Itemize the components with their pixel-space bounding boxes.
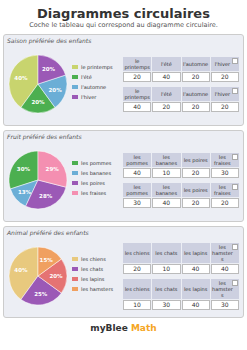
html-text:40: 40 bbox=[191, 300, 200, 308]
html-text:l'été: l'été bbox=[160, 60, 172, 67]
html-text:myBlee Math: myBlee Math bbox=[90, 323, 157, 333]
html-text:les chiens: les chiens bbox=[124, 249, 150, 256]
html-text:40: 40 bbox=[162, 72, 171, 80]
html-text:l'hiver: l'hiver bbox=[214, 60, 231, 67]
html-text:l'automne: l'automne bbox=[183, 90, 209, 97]
html-text:30: 30 bbox=[162, 300, 171, 308]
html-text:Diagrammes circulaires: Diagrammes circulaires bbox=[37, 6, 210, 21]
html-text:les chats: les chats bbox=[81, 266, 104, 272]
html-text:10: 10 bbox=[162, 168, 171, 176]
html-text:les pommes: les pommes bbox=[81, 160, 112, 166]
html-text:40: 40 bbox=[191, 264, 200, 272]
html-text:les chats: les chats bbox=[155, 285, 178, 292]
html-text:40: 40 bbox=[133, 102, 141, 110]
svg-text:28%: 28% bbox=[39, 193, 53, 199]
html-text:les bananes: les bananes bbox=[81, 170, 111, 176]
html-text:les hamsters: les hamsters bbox=[212, 243, 233, 262]
html-text:les chiens: les chiens bbox=[124, 285, 150, 292]
svg-text:29%: 29% bbox=[46, 166, 60, 172]
html-text:les lapins: les lapins bbox=[81, 276, 105, 282]
html-text:le printemps: le printemps bbox=[81, 64, 113, 70]
html-text:40: 40 bbox=[133, 168, 141, 176]
html-text:les fraises: les fraises bbox=[214, 183, 231, 196]
html-text:20: 20 bbox=[221, 198, 229, 206]
html-text:30: 30 bbox=[221, 168, 229, 176]
html-text:20: 20 bbox=[221, 102, 229, 110]
html-text:20: 20 bbox=[133, 264, 141, 272]
html-text:Fruit préféré des enfants: Fruit préféré des enfants bbox=[7, 133, 82, 140]
html-text:40: 40 bbox=[162, 198, 171, 206]
html-text:l'automne: l'automne bbox=[81, 84, 107, 90]
html-text:20: 20 bbox=[191, 102, 200, 110]
html-text:l'hiver: l'hiver bbox=[81, 94, 97, 100]
html-text:Animal préféré des enfants: Animal préféré des enfants bbox=[7, 229, 89, 236]
html-text:Saison préférée des enfants: Saison préférée des enfants bbox=[7, 37, 92, 44]
html-text:l'automne: l'automne bbox=[183, 60, 209, 67]
svg-text:40%: 40% bbox=[14, 267, 28, 273]
html-text:les pommes: les pommes bbox=[126, 183, 148, 196]
html-text:le printemps: le printemps bbox=[124, 57, 150, 70]
html-text:les bananes: les bananes bbox=[155, 183, 177, 196]
svg-text:20%: 20% bbox=[49, 87, 63, 93]
html-text:l'été: l'été bbox=[160, 90, 172, 97]
html-text:30: 30 bbox=[221, 300, 229, 308]
svg-text:20%: 20% bbox=[31, 99, 45, 105]
html-text:le printemps: le printemps bbox=[124, 87, 150, 100]
html-text:20: 20 bbox=[191, 72, 200, 80]
html-text:20: 20 bbox=[133, 72, 141, 80]
html-text:les bananes: les bananes bbox=[155, 153, 177, 166]
svg-text:20%: 20% bbox=[49, 273, 63, 279]
html-text:les fraises: les fraises bbox=[214, 153, 231, 166]
html-text:les poires: les poires bbox=[81, 180, 105, 186]
html-text:les chiens: les chiens bbox=[81, 256, 106, 262]
html-text:les hamsters: les hamsters bbox=[81, 286, 114, 292]
html-text:les poires: les poires bbox=[183, 156, 208, 163]
svg-text:20%: 20% bbox=[42, 66, 56, 72]
html-text:les lapins: les lapins bbox=[183, 285, 208, 292]
html-text:20: 20 bbox=[191, 168, 200, 176]
html-text:l'été: l'été bbox=[81, 74, 92, 80]
html-text:40: 40 bbox=[221, 264, 229, 272]
html-text:10: 10 bbox=[162, 264, 171, 272]
html-text:les pommes: les pommes bbox=[126, 153, 148, 166]
svg-text:30%: 30% bbox=[17, 166, 31, 172]
html-text:20: 20 bbox=[191, 198, 200, 206]
html-text:Coche le tableau qui correspon: Coche le tableau qui correspond au diagr… bbox=[29, 21, 218, 29]
svg-text:25%: 25% bbox=[34, 291, 48, 297]
html-text:les hamsters: les hamsters bbox=[212, 279, 233, 298]
html-text:l'hiver: l'hiver bbox=[214, 90, 231, 97]
html-text:20: 20 bbox=[221, 72, 229, 80]
svg-text:15%: 15% bbox=[40, 257, 54, 263]
html-text:les fraises: les fraises bbox=[81, 190, 107, 196]
html-text:les poires: les poires bbox=[183, 186, 208, 193]
html-text:les chats: les chats bbox=[155, 249, 178, 256]
html-text:20: 20 bbox=[162, 102, 171, 110]
html-text:les lapins: les lapins bbox=[183, 249, 208, 256]
html-text:10: 10 bbox=[133, 300, 141, 308]
html-text:30: 30 bbox=[133, 198, 141, 206]
svg-text:13%: 13% bbox=[18, 189, 32, 195]
svg-text:40%: 40% bbox=[14, 75, 28, 81]
